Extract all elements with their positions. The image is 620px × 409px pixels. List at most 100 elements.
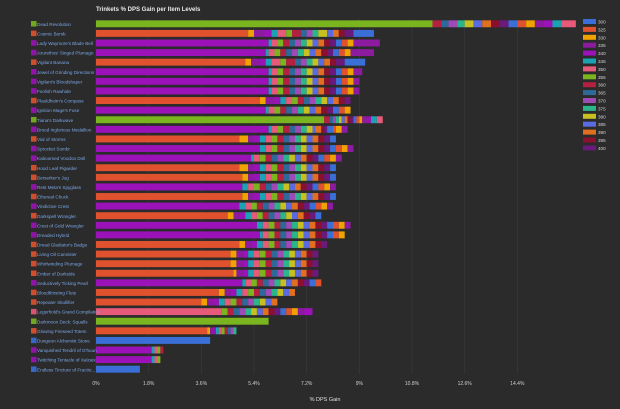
bar-segment: [306, 39, 313, 47]
bar-segment: [315, 279, 322, 287]
bar-segment: [292, 231, 298, 239]
legend-swatch: [583, 42, 596, 48]
x-axis-title: % DPS Gain: [310, 397, 341, 403]
trinket-icon: [31, 356, 37, 363]
bar-segment: [230, 327, 234, 335]
bar-segment: [271, 154, 278, 162]
bar-segment: [315, 49, 322, 57]
x-tick-label: 0%: [92, 381, 100, 387]
legend-swatch: [583, 105, 596, 111]
bar-segment: [96, 327, 208, 335]
bar-segment: [318, 135, 325, 143]
bar-segment: [341, 39, 348, 47]
bar-segment: [327, 97, 333, 105]
legend-label: 385: [598, 122, 606, 127]
bar-segment: [271, 77, 278, 85]
bar-segment: [268, 68, 272, 76]
bar-segment: [96, 202, 240, 210]
bar-segment: [256, 221, 263, 229]
bar-segment: [315, 125, 322, 133]
bar-segment: [277, 288, 284, 296]
bar-segment: [321, 231, 328, 239]
bar-segment: [318, 173, 325, 181]
bar-segment: [297, 49, 304, 57]
bar-segment: [221, 308, 228, 316]
bar-segment: [248, 164, 254, 172]
bar-segment: [259, 97, 266, 105]
bar-segment: [283, 250, 290, 258]
row-label: Seductively Ticking Pearl: [37, 281, 88, 286]
bar-segment: [280, 58, 287, 66]
bar-segment: [338, 29, 345, 37]
bar-segment: [242, 269, 249, 277]
trinket-icon: [31, 59, 37, 65]
bar-segment: [309, 241, 316, 248]
bar-segment: [300, 183, 307, 191]
bar-segment: [330, 173, 336, 181]
bar-segment: [251, 241, 257, 248]
bar-segment: [309, 231, 316, 239]
bar-segment: [265, 58, 272, 66]
trinket-icon: [31, 69, 37, 75]
bar-segment: [271, 298, 278, 306]
bar-segment: [324, 77, 331, 85]
bar-segment: [283, 77, 290, 85]
bar-segment: [344, 58, 366, 66]
bar-segment: [286, 97, 293, 105]
bar-segment: [303, 106, 310, 114]
bar-segment: [324, 125, 328, 133]
bar-segment: [306, 29, 313, 37]
bar-segment: [330, 58, 336, 66]
trinket-icon: [31, 270, 37, 277]
legend-swatch: [583, 19, 596, 24]
bar-segment: [330, 193, 336, 200]
x-tick-label: 9%: [356, 381, 364, 387]
bar-segment: [277, 173, 284, 181]
bar-segment: [265, 106, 269, 114]
bar-segment: [347, 68, 354, 76]
bar-segment: [312, 154, 319, 162]
bar-segment: [353, 87, 360, 95]
bar-segment: [306, 87, 313, 95]
trinket-icon: [31, 318, 37, 324]
legend-swatch: [583, 98, 596, 103]
bar-segment: [318, 68, 325, 76]
bar-segment: [283, 164, 290, 172]
bar-segment: [289, 87, 295, 95]
bar-segment: [248, 135, 254, 143]
trinket-icon: [31, 21, 37, 27]
bar-segment: [300, 135, 307, 143]
legend-label: 350: [598, 67, 606, 72]
bar-segment: [441, 20, 449, 28]
bar-segment: [242, 260, 249, 268]
bar-segment: [254, 260, 260, 268]
bar-segment: [368, 116, 372, 124]
row-label: Foolish Rawhide: [37, 89, 71, 94]
bar-segment: [338, 97, 345, 105]
bar-segment: [324, 154, 331, 162]
bar-segment: [96, 317, 269, 325]
bar-segment: [312, 164, 319, 172]
trinket-icon: [31, 78, 37, 85]
bar-segment: [333, 49, 339, 57]
bar-segment: [262, 221, 269, 229]
bar-segment: [274, 49, 281, 57]
bar-segment: [341, 145, 348, 152]
bar-segment: [286, 241, 293, 248]
bar-segment: [292, 279, 298, 287]
bar-segment: [242, 250, 249, 258]
bar-segment: [271, 29, 278, 37]
trinket-icon: [31, 49, 37, 56]
bar-segment: [271, 164, 278, 172]
bar-segment: [333, 106, 339, 114]
bar-segment: [277, 29, 287, 37]
bar-segment: [259, 135, 266, 143]
bar-segment: [292, 212, 298, 220]
bar-segment: [280, 241, 287, 248]
bar-segment: [353, 116, 357, 124]
bar-segment: [333, 231, 339, 239]
bar-segment: [265, 288, 272, 296]
bar-segment: [242, 279, 246, 287]
bar-segment: [233, 327, 237, 335]
bar-segment: [289, 183, 295, 191]
